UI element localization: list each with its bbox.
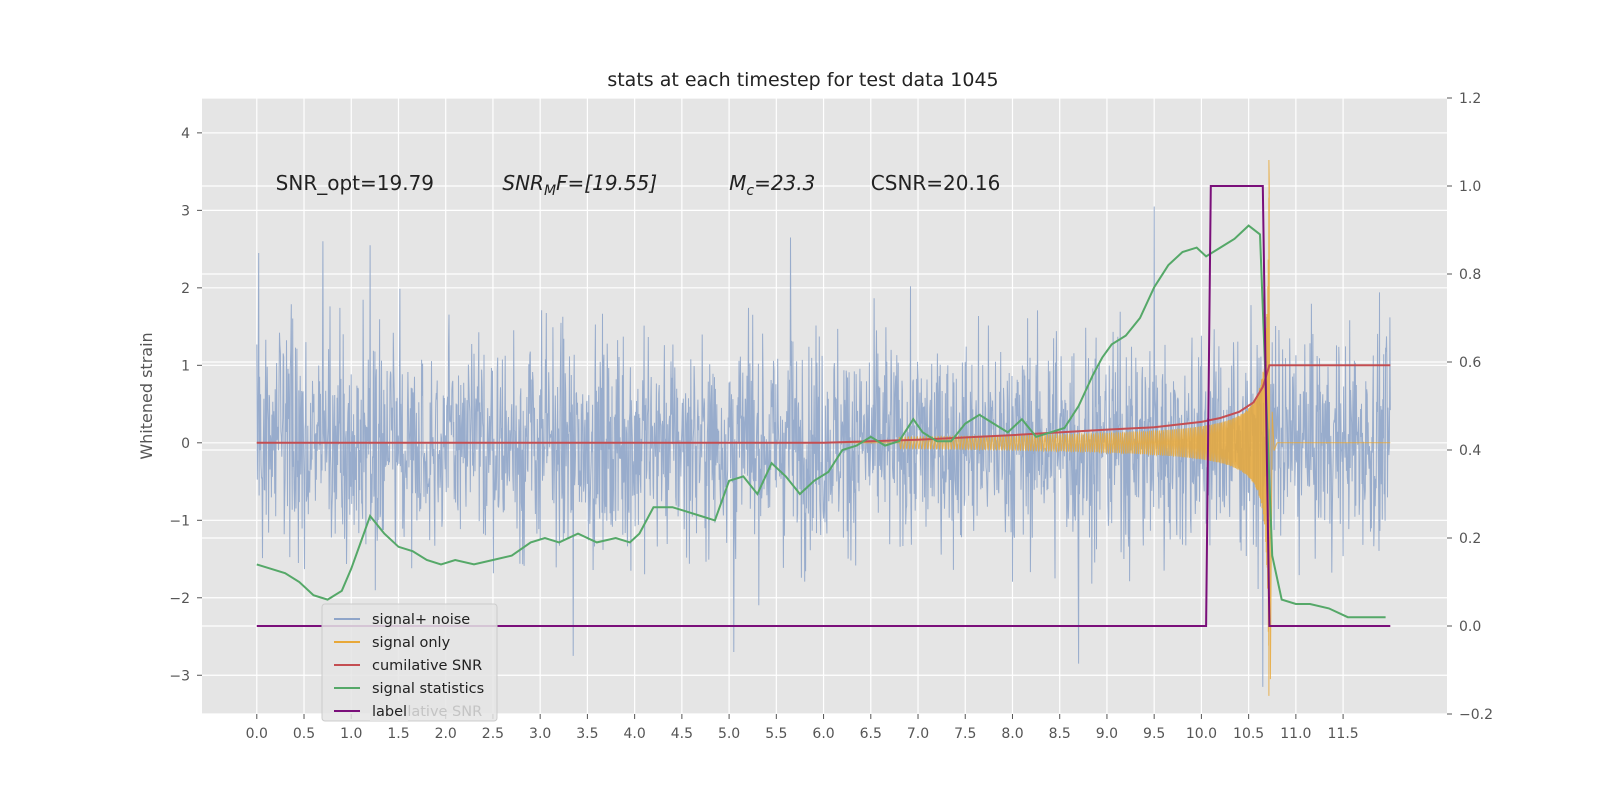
x-tick-label: 2.5 xyxy=(482,726,504,742)
x-tick-label: 11.0 xyxy=(1280,726,1311,742)
annotation-text: Mc=23.3 xyxy=(729,171,815,199)
y-tick-label-left: −1 xyxy=(169,513,190,529)
annotation-subscript: M xyxy=(544,183,556,199)
x-tick-label: 6.5 xyxy=(860,726,882,742)
x-tick-label: 2.0 xyxy=(435,726,457,742)
x-tick-label: 1.5 xyxy=(387,726,409,742)
legend-label-mask xyxy=(370,701,408,721)
y-tick-label-left: 2 xyxy=(181,281,190,297)
annotation-main: M xyxy=(729,171,746,195)
annotation-main: SNR_opt=19.79 xyxy=(276,171,434,195)
legend-label: signal statistics xyxy=(372,681,484,697)
annotation-subscript: c xyxy=(746,183,754,199)
x-tick-label: 7.5 xyxy=(954,726,976,742)
legend-box xyxy=(321,603,498,722)
x-tick-label: 8.5 xyxy=(1049,726,1071,742)
x-tick-label: 10.5 xyxy=(1233,726,1264,742)
y-tick-label-right: 0.8 xyxy=(1459,267,1481,283)
y-tick-label-left: −3 xyxy=(169,668,190,684)
annotation-main: CSNR=20.16 xyxy=(871,171,1001,195)
annotation-text: CSNR=20.16 xyxy=(871,171,1001,195)
y-tick-label-right: 0.6 xyxy=(1459,355,1481,371)
x-tick-label: 3.5 xyxy=(576,726,598,742)
x-tick-label: 5.5 xyxy=(765,726,787,742)
y-tick-label-left: 0 xyxy=(181,436,190,452)
series-cumilative-snr-line xyxy=(256,364,1391,444)
x-tick-label: 11.5 xyxy=(1328,726,1359,742)
legend-label: label xyxy=(372,704,407,720)
y-tick-label-right: 0.4 xyxy=(1459,443,1481,459)
legend-label: signal only xyxy=(372,635,451,651)
y-tick-label-left: 4 xyxy=(181,126,190,142)
x-tick-label: 1.0 xyxy=(340,726,362,742)
legend-label: signal+ noise xyxy=(372,612,470,628)
annotation-text: SNRMF=[19.55] xyxy=(502,171,657,199)
x-tick-label: 7.0 xyxy=(907,726,929,742)
x-tick-label: 10.0 xyxy=(1186,726,1217,742)
y-tick-label-right: 1.0 xyxy=(1459,179,1481,195)
y-tick-label-left: 1 xyxy=(181,358,190,374)
axes-layer: 0.0 0.5 1.0 1.5 2.0 2.5 3.0 3.5 4.0 4.5 5.0 5.5 6.0 6… xyxy=(169,91,1493,742)
series-signal-statistics-line xyxy=(256,224,1386,619)
y-tick-label-right: 0.2 xyxy=(1459,531,1481,547)
y-axis-label: Whitened strain xyxy=(137,332,156,459)
annotation-text: SNR_opt=19.79 xyxy=(276,171,434,195)
x-tick-label: 3.0 xyxy=(529,726,551,742)
x-tick-label: 4.0 xyxy=(623,726,645,742)
noise-layer xyxy=(256,206,1391,687)
annotation-main: SNR xyxy=(502,171,544,195)
annotation-tail: F=[19.55] xyxy=(556,171,657,195)
x-tick-label: 9.0 xyxy=(1096,726,1118,742)
y-tick-label-right: −0.2 xyxy=(1459,707,1493,723)
annotations-layer: SNR_opt=19.79 SNRMF=[19.55] Mc=23.3 CSNR=20… xyxy=(276,171,1001,199)
x-tick-label: 6.0 xyxy=(812,726,834,742)
annotation-tail: =23.3 xyxy=(754,171,815,195)
x-tick-label: 0.0 xyxy=(246,726,268,742)
legend-label: cumilative SNR xyxy=(372,658,482,674)
y-tick-label-left: 3 xyxy=(181,203,190,219)
lines-layer xyxy=(256,185,1391,627)
x-tick-label: 0.5 xyxy=(293,726,315,742)
y-tick-label-left: −2 xyxy=(169,591,190,607)
x-tick-label: 9.5 xyxy=(1143,726,1165,742)
chart-title: stats at each timestep for test data 104… xyxy=(607,69,998,91)
series-label-line xyxy=(256,185,1391,627)
y-tick-label-right: 1.2 xyxy=(1459,91,1481,107)
x-tick-label: 5.0 xyxy=(718,726,740,742)
x-tick-label: 8.0 xyxy=(1001,726,1023,742)
x-tick-label: 4.5 xyxy=(671,726,693,742)
y-tick-label-right: 0.0 xyxy=(1459,619,1481,635)
series-signal-noise-line xyxy=(256,206,1391,687)
